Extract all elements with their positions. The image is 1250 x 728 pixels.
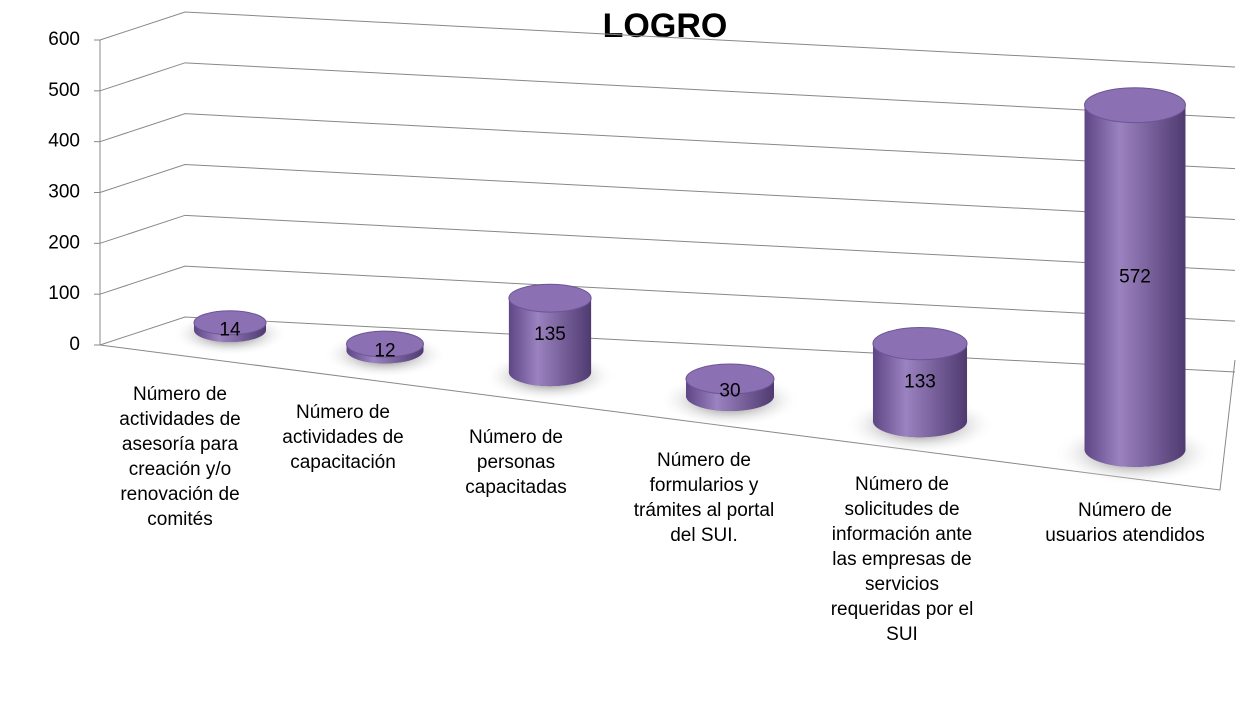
grid-line — [100, 114, 1235, 169]
y-tick-label: 0 — [69, 334, 80, 355]
x-tick-label: Número de actividades de asesoría para c… — [100, 382, 260, 532]
bar-top — [1085, 88, 1186, 123]
grid-line — [100, 266, 1235, 321]
x-tick-label: Número de personas capacitadas — [436, 425, 596, 500]
y-tick-label: 300 — [48, 182, 80, 203]
bar-top — [509, 284, 591, 312]
grid-line — [100, 63, 1235, 118]
x-tick-label: Número de actividades de capacitación — [263, 400, 423, 475]
data-label: 12 — [374, 340, 395, 361]
y-tick-label: 100 — [48, 283, 80, 304]
x-tick-label: Número de solicitudes de información ant… — [822, 472, 982, 647]
bar-top — [873, 327, 967, 359]
data-label: 572 — [1119, 266, 1151, 287]
x-tick-label: Número de formularios y trámites al port… — [624, 448, 784, 548]
x-tick-label: Número de usuarios atendidos — [1045, 498, 1205, 548]
y-tick-label: 200 — [48, 232, 80, 253]
page: LOGRO 0100200300400500600141213530133572… — [0, 0, 1250, 728]
data-label: 14 — [219, 319, 241, 340]
y-tick-label: 500 — [48, 80, 80, 101]
data-label: 135 — [534, 324, 566, 345]
grid-line — [100, 215, 1235, 270]
data-label: 30 — [719, 381, 740, 402]
y-tick-label: 600 — [48, 29, 80, 50]
data-label: 133 — [904, 371, 936, 392]
grid-line — [100, 165, 1235, 220]
y-tick-label: 400 — [48, 131, 80, 152]
chart: LOGRO 0100200300400500600141213530133572 — [0, 0, 1250, 728]
